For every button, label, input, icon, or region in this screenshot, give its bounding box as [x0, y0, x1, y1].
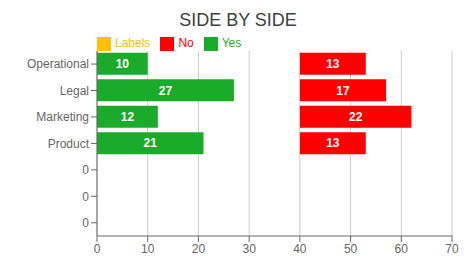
html-text:SIDE BY SIDE: SIDE BY SIDE — [179, 10, 297, 30]
html-text:Yes: Yes — [221, 36, 242, 50]
svg-text:0: 0 — [82, 163, 89, 177]
svg-text:50: 50 — [344, 242, 358, 256]
svg-text:13: 13 — [326, 57, 340, 71]
svg-text:30: 30 — [242, 242, 256, 256]
svg-text:22: 22 — [349, 110, 363, 124]
svg-text:21: 21 — [144, 136, 158, 150]
svg-text:17: 17 — [336, 84, 350, 98]
svg-text:Marketing: Marketing — [36, 110, 89, 124]
svg-text:70: 70 — [445, 242, 459, 256]
svg-text:27: 27 — [159, 84, 173, 98]
svg-text:60: 60 — [395, 242, 409, 256]
html-text:Labels: Labels — [115, 36, 151, 50]
svg-text:0: 0 — [82, 190, 89, 204]
svg-text:12: 12 — [121, 110, 135, 124]
svg-text:0: 0 — [82, 216, 89, 230]
svg-text:10: 10 — [141, 242, 155, 256]
svg-text:10: 10 — [116, 57, 130, 71]
svg-text:40: 40 — [293, 242, 307, 256]
svg-text:Operational: Operational — [27, 57, 89, 71]
html-text:No: No — [178, 36, 194, 50]
svg-text:0: 0 — [94, 242, 101, 256]
svg-text:Product: Product — [48, 137, 90, 151]
svg-text:13: 13 — [326, 136, 340, 150]
svg-text:20: 20 — [192, 242, 206, 256]
svg-text:Legal: Legal — [60, 84, 89, 98]
